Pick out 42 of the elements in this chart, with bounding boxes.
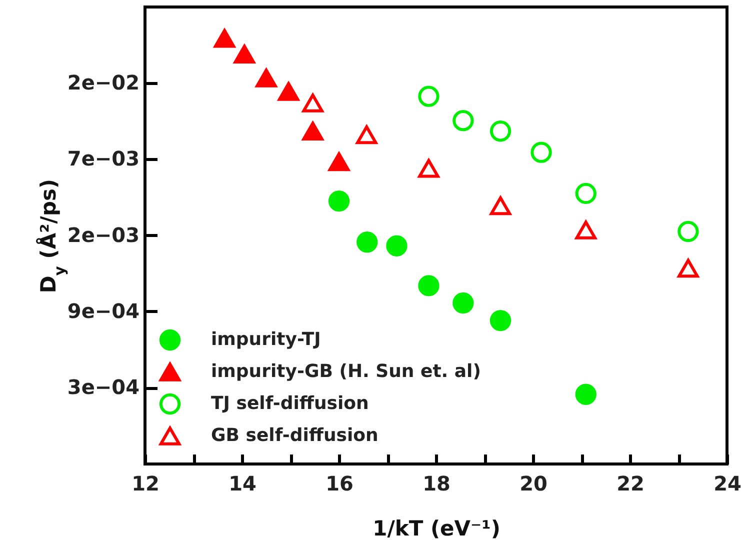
point [356, 125, 378, 144]
point [302, 122, 324, 140]
point [214, 28, 236, 48]
point [452, 292, 474, 314]
point [386, 235, 408, 256]
point [575, 220, 596, 240]
legend-label: GB self-diffusion [211, 425, 378, 446]
point [356, 232, 378, 253]
point [575, 182, 596, 204]
point [328, 152, 350, 172]
point [418, 275, 440, 296]
point [678, 220, 699, 242]
x-tick-label: 18 [422, 472, 450, 496]
point [418, 158, 440, 178]
point [490, 196, 512, 216]
y-tick-label: 9e−04 [67, 298, 140, 323]
point [530, 142, 552, 163]
y-tick-label: 7e−03 [67, 146, 140, 171]
legend-label: impurity-GB (H. Sun et. al) [211, 361, 481, 382]
point [302, 94, 324, 112]
x-tick-label: 20 [520, 472, 548, 496]
x-tick-label: 24 [714, 472, 741, 496]
point [328, 190, 350, 212]
y-tick-label: 3e−04 [67, 375, 140, 400]
point [452, 110, 474, 132]
point [490, 310, 512, 332]
point [278, 82, 300, 101]
x-axis-title: 1/kT (eV⁻¹) [372, 516, 500, 540]
x-tick-label: 16 [326, 472, 354, 496]
point [234, 44, 256, 64]
point [678, 258, 699, 278]
x-tick-label: 14 [228, 472, 256, 496]
point [490, 120, 512, 142]
point [256, 68, 277, 88]
legend-label: impurity-TJ [211, 329, 321, 350]
legend-label: TJ self-diffusion [211, 393, 369, 414]
x-tick-label: 22 [616, 472, 644, 496]
x-tick-label: 12 [132, 472, 160, 496]
point [418, 86, 440, 107]
point [575, 384, 596, 405]
y-tick-label: 2e−02 [67, 70, 140, 95]
y-tick-label: 2e−03 [67, 222, 140, 247]
